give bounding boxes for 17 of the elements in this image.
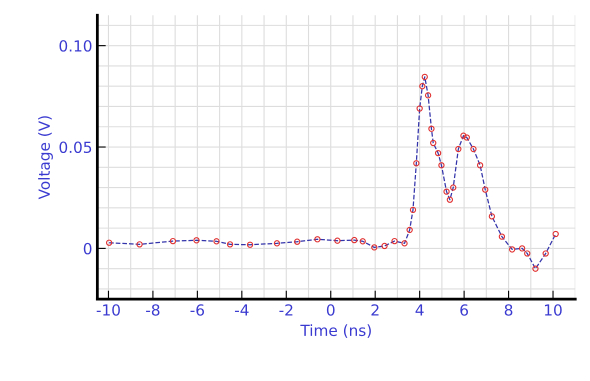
x-tick-label: -2 [279,304,292,316]
x-tick-label: -10 [96,304,120,316]
x-tick-label: 8 [504,304,512,316]
x-tick-label: 4 [416,304,424,316]
x-tick-label: 10 [544,304,562,316]
x-tick-label: 2 [371,304,379,316]
y-axis-title: Voltage (V) [38,116,53,200]
y-tick-label: 0.10 [59,40,92,52]
x-tick-label: -6 [190,304,204,316]
y-tick-label: 0.05 [59,141,92,154]
x-tick-label: -4 [234,304,249,316]
y-tick-label: 0 [84,242,92,254]
x-tick-label: 6 [460,304,468,316]
x-tick-label: 0 [326,304,335,316]
line-series [108,76,556,270]
x-axis-title: Time (ns) [300,324,371,338]
x-tick-label: -8 [146,304,160,316]
